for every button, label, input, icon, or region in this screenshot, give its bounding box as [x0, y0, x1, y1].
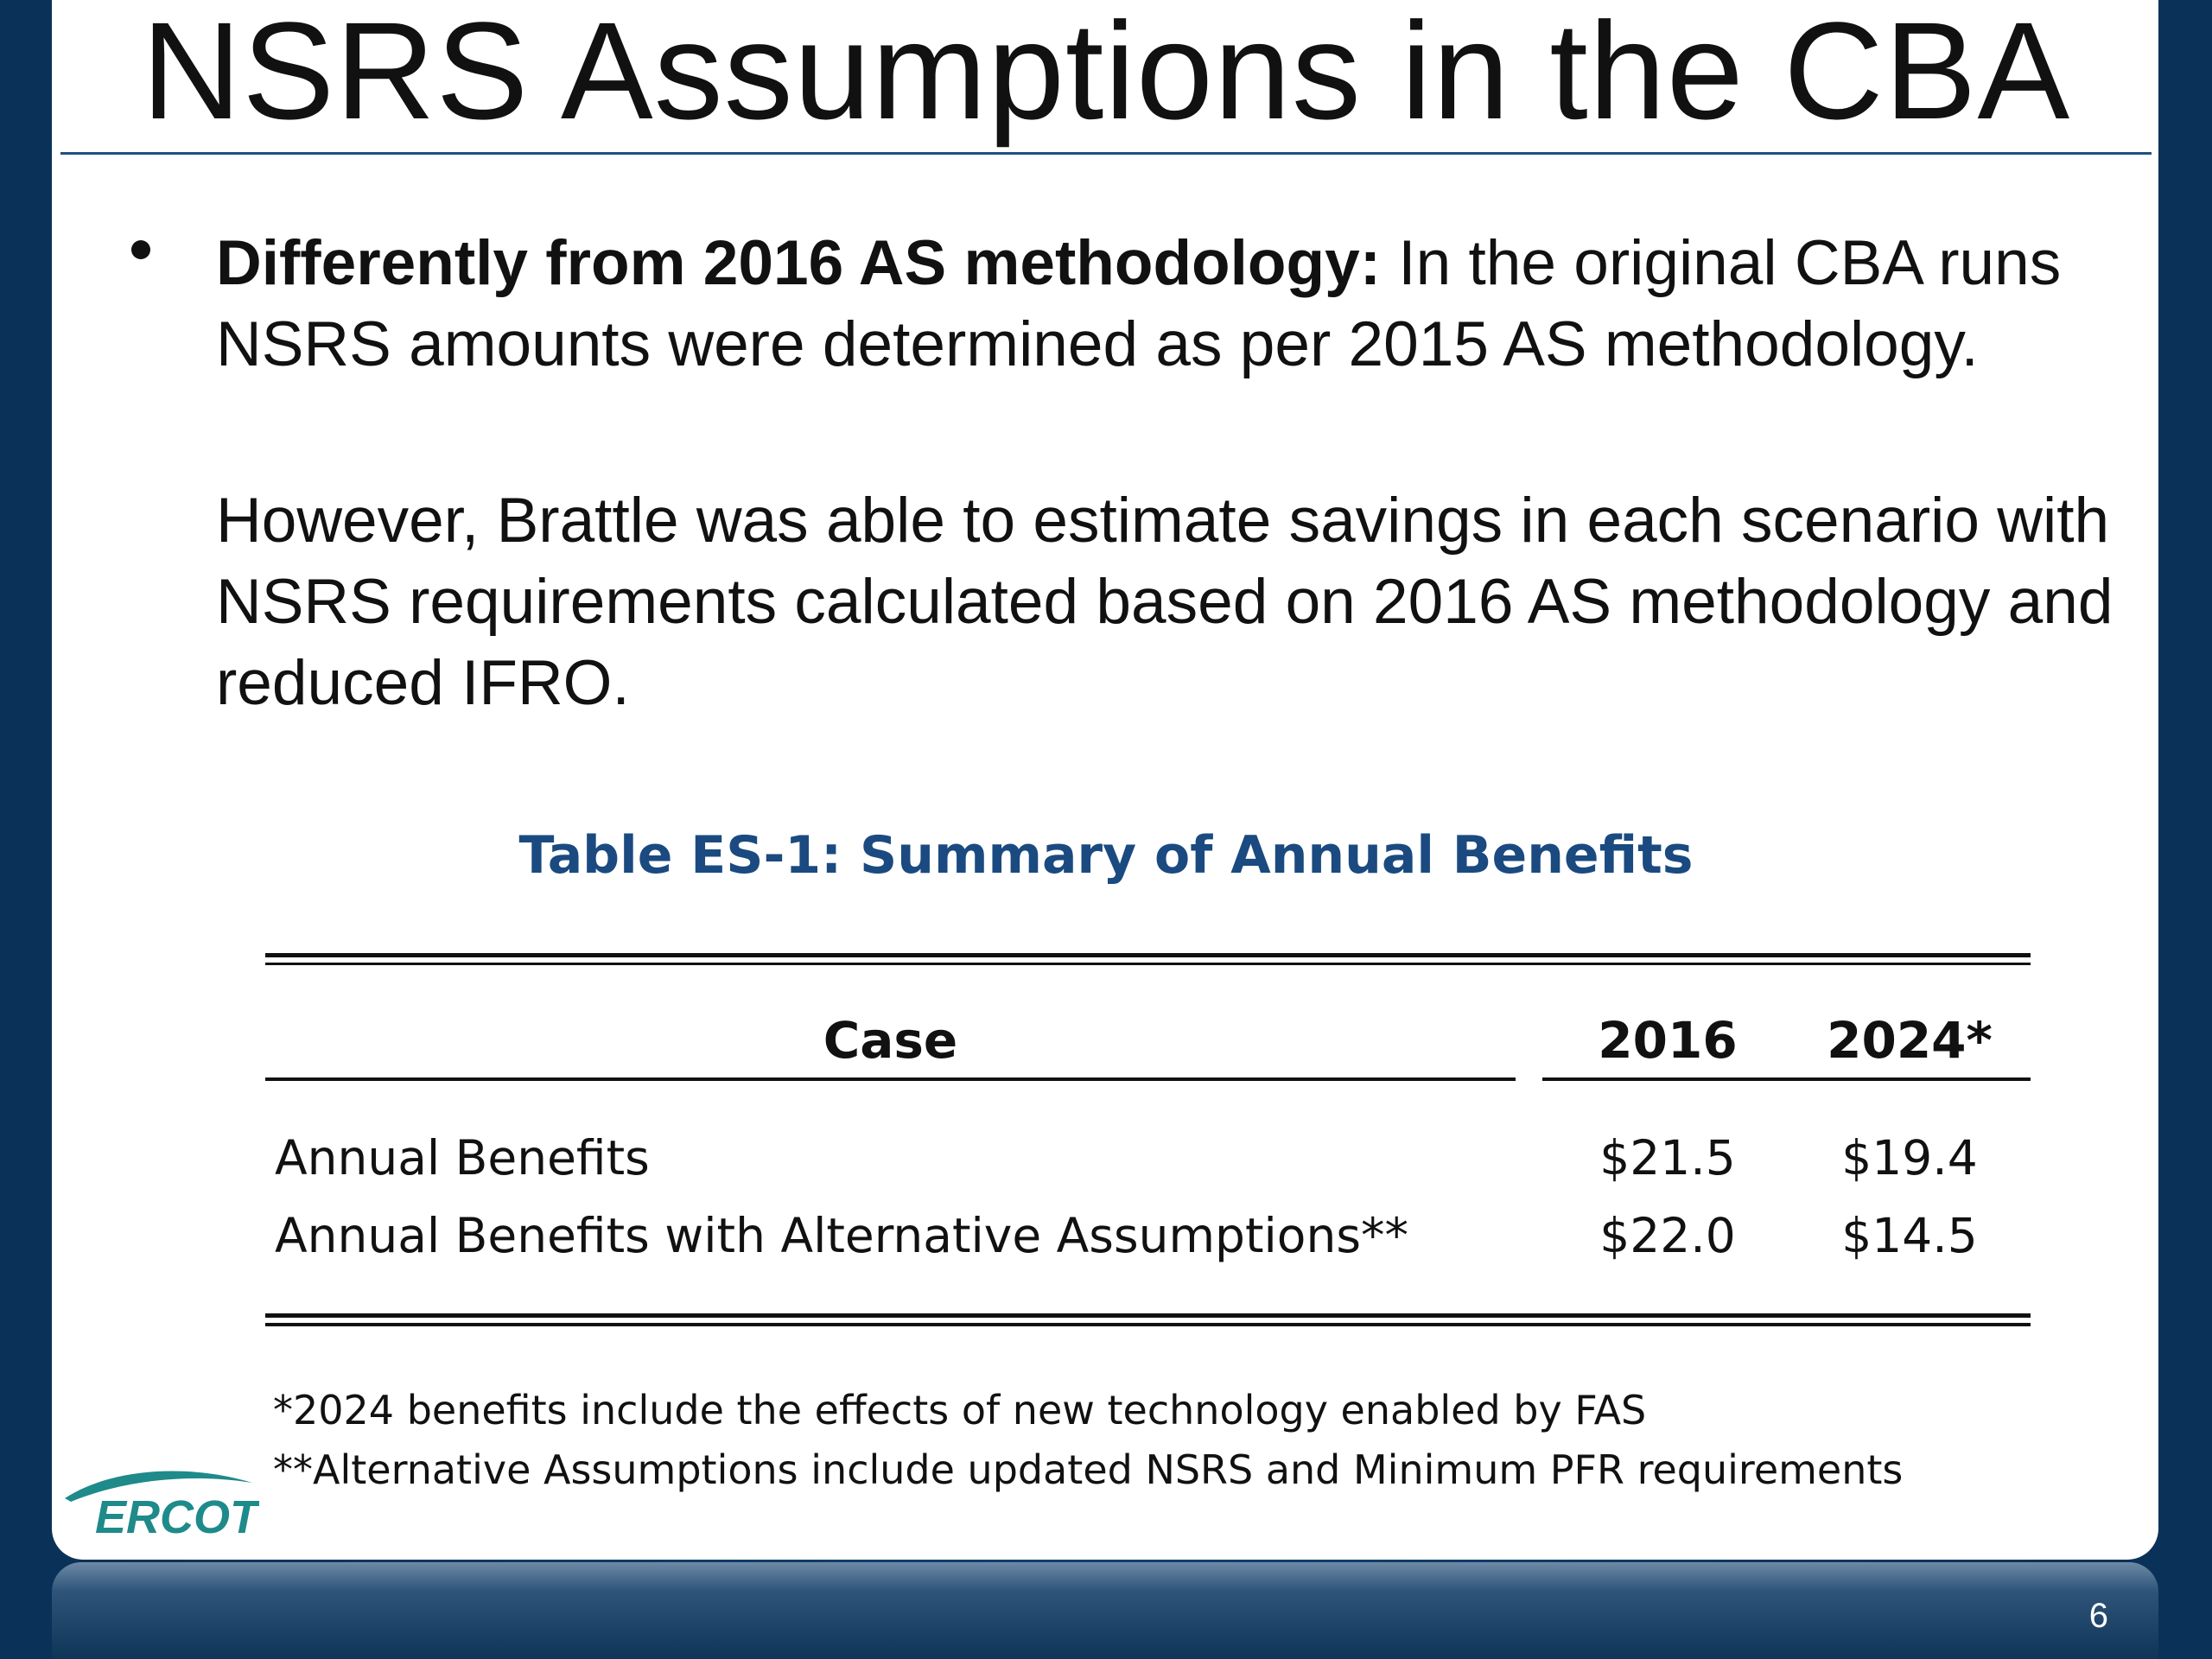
footer-bar: [52, 1562, 2158, 1659]
page-number: 6: [2088, 1597, 2108, 1635]
continuation-paragraph: However, Brattle was able to estimate sa…: [216, 486, 2113, 718]
ercot-logo: ERCOT: [65, 1471, 259, 1543]
table-row-2-2024: $14.5: [1841, 1208, 1978, 1263]
table-top-rule-inner: [265, 963, 2031, 965]
bullet-lead-in: Differently from 2016 AS methodology:: [216, 228, 1382, 298]
table-bottom-rule: [265, 1313, 2031, 1318]
slide-title: NSRS Assumptions in the CBA: [141, 0, 2071, 148]
table-header-2016: 2016: [1598, 1011, 1738, 1070]
logo-swoosh: [65, 1471, 252, 1502]
table-footnote-1: *2024 benefits include the effects of ne…: [273, 1387, 1647, 1433]
bullet-paragraph: Differently from 2016 AS methodology: In…: [216, 223, 2143, 385]
table-header-case: Case: [823, 1011, 958, 1070]
bullet-body: In the original CBA runs NSRS amounts we…: [216, 228, 2062, 379]
table-row-1-2024: $19.4: [1841, 1130, 1978, 1185]
table-row-1-label: Annual Benefits: [275, 1130, 650, 1185]
table-row-2-2016: $22.0: [1599, 1208, 1736, 1263]
bullet-point-icon: [131, 240, 150, 259]
table-bottom-rule-inner: [265, 1323, 2031, 1326]
table-header-rule-case: [265, 1077, 1516, 1081]
table-row-1-2016: $21.5: [1599, 1130, 1736, 1185]
slide-canvas: [52, 0, 2158, 1560]
logo-wordmark: ERCOT: [95, 1491, 259, 1543]
table-row-2-label: Annual Benefits with Alternative Assumpt…: [275, 1208, 1408, 1263]
title-divider: [60, 152, 2152, 155]
table-top-rule: [265, 953, 2031, 957]
table-caption: Table ES-1: Summary of Annual Benefits: [518, 825, 1694, 886]
table-header-rule-values: [1542, 1077, 2031, 1081]
table-header-2024: 2024*: [1827, 1011, 1993, 1070]
table-footnote-2: **Alternative Assumptions include update…: [273, 1446, 1904, 1493]
